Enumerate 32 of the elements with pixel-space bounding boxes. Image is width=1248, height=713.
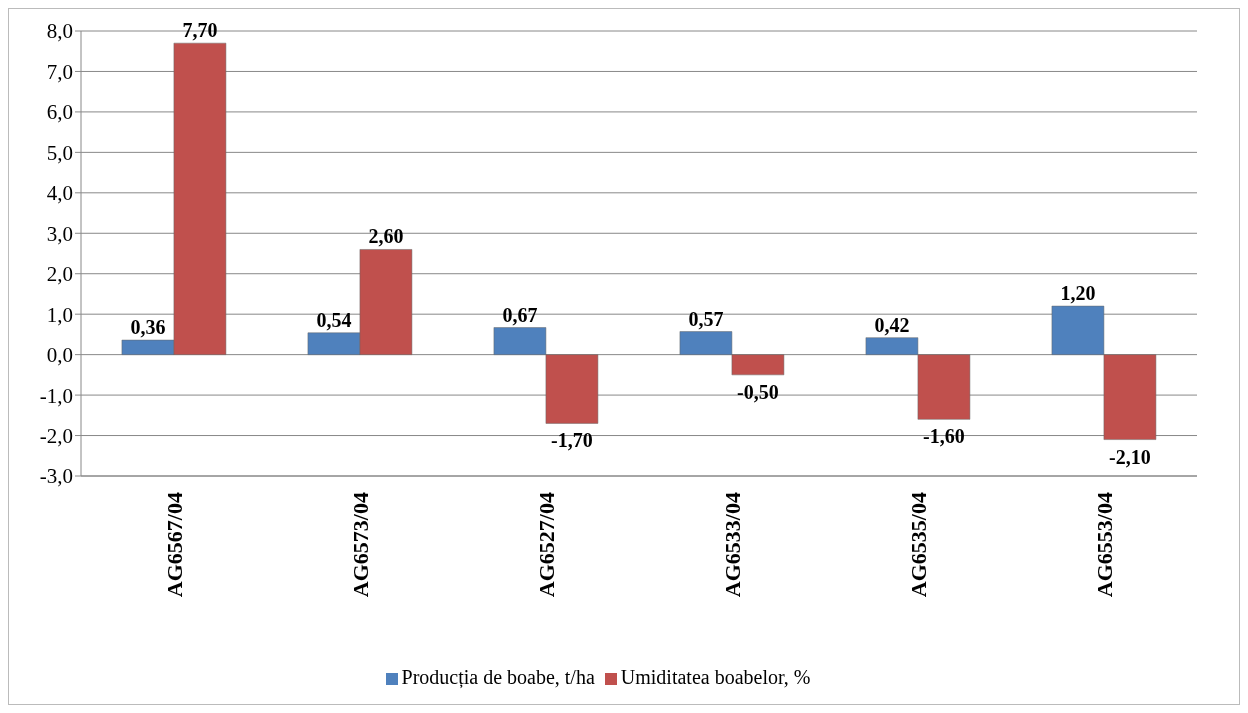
y-tick-label: 0,0 [46, 343, 73, 368]
data-label: -0,50 [737, 380, 779, 403]
data-label: 2,60 [368, 225, 404, 248]
x-tick-label: AG6567/04 [161, 492, 187, 598]
y-tick-label: 5,0 [46, 140, 73, 165]
y-tick-label: -1,0 [39, 383, 73, 408]
y-tick-label: -3,0 [39, 464, 73, 489]
x-tick-label: AG6533/04 [719, 492, 745, 598]
y-tick-label: 2,0 [46, 262, 73, 287]
data-label: 7,70 [182, 19, 218, 42]
y-tick-label: 6,0 [46, 100, 73, 125]
y-tick-label: 3,0 [46, 221, 73, 246]
y-tick-label: 8,0 [46, 19, 73, 44]
x-tick-label: AG6573/04 [347, 492, 373, 598]
data-label: 0,54 [316, 308, 352, 331]
legend-label: Umiditatea boabelor, % [620, 666, 811, 688]
x-tick-label: AG6553/04 [1091, 492, 1117, 598]
y-tick-label: -2,0 [39, 424, 73, 448]
data-label: 1,20 [1060, 282, 1096, 305]
x-tick-label: AG6527/04 [533, 492, 559, 598]
data-label: -1,70 [551, 429, 593, 452]
data-label: 0,67 [502, 303, 538, 326]
y-tick-label: 7,0 [46, 59, 73, 84]
data-label: 0,36 [130, 316, 166, 339]
data-label: -2,10 [1109, 445, 1151, 468]
legend-label: Producția de boabe, t/ha [401, 666, 595, 688]
y-tick-label: 1,0 [46, 302, 73, 327]
data-label: 0,42 [874, 313, 910, 336]
data-label: -1,60 [923, 425, 965, 448]
y-tick-label: 4,0 [46, 181, 73, 206]
x-tick-label: AG6535/04 [905, 492, 931, 598]
data-label: 0,57 [688, 307, 724, 330]
